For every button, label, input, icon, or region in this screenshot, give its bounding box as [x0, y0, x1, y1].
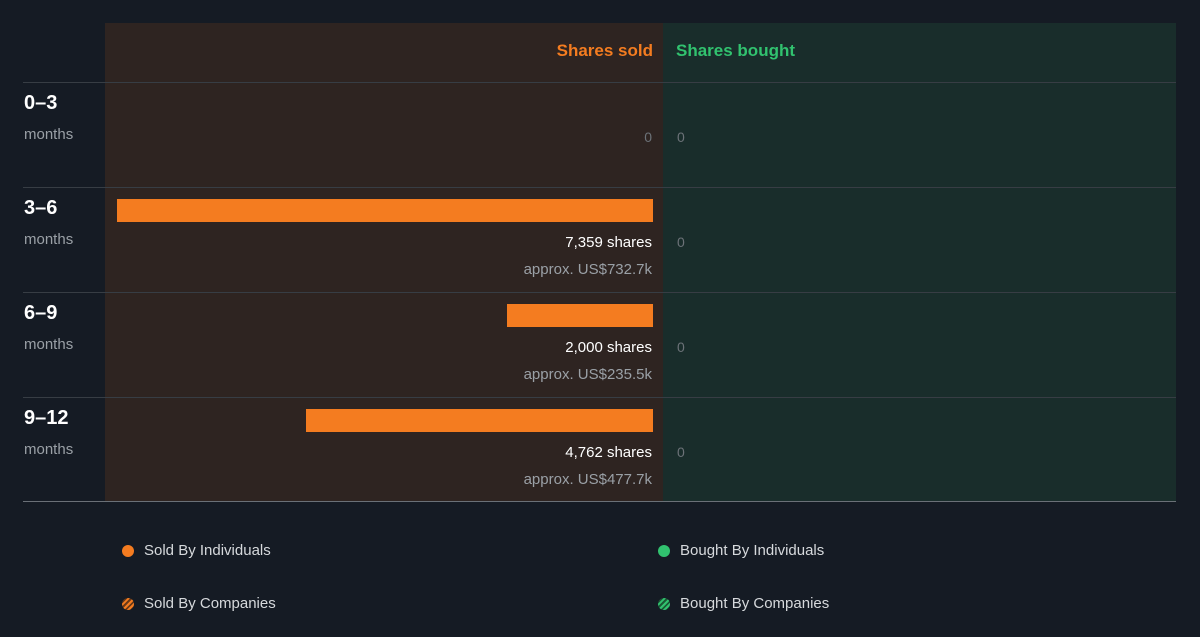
period-label: 3–6: [24, 197, 58, 219]
legend-label: Bought By Individuals: [680, 542, 825, 559]
bought-panel: [663, 23, 1176, 501]
sold-bar: [306, 409, 653, 432]
chart-baseline: [23, 501, 1176, 502]
legend-label: Bought By Companies: [680, 595, 830, 612]
legend-label: Sold By Companies: [144, 595, 276, 612]
row-divider: [23, 187, 1176, 188]
sold-zero-value: 0: [644, 129, 652, 145]
period-unit: months: [24, 231, 74, 248]
sold-bar: [507, 304, 653, 327]
period-unit: months: [24, 441, 74, 458]
legend-bought-individuals[interactable]: Bought By Individuals: [658, 542, 824, 560]
sold-approx-value: approx. US$732.7k: [523, 261, 652, 278]
bought-value: 0: [677, 444, 685, 460]
shares-sold-header: Shares sold: [556, 41, 653, 60]
period-unit: months: [24, 126, 74, 143]
green-striped-dot-icon: [658, 598, 670, 610]
row-divider: [23, 82, 1176, 83]
legend-bought-companies[interactable]: Bought By Companies: [658, 595, 829, 613]
green-dot-icon: [658, 545, 670, 557]
sold-bar: [117, 199, 653, 222]
row-divider: [23, 397, 1176, 398]
period-label: 6–9: [24, 302, 58, 324]
period-label: 0–3: [24, 92, 58, 114]
bought-value: 0: [677, 234, 685, 250]
sold-approx-value: approx. US$235.5k: [523, 366, 652, 383]
sold-shares-value: 7,359 shares: [565, 234, 652, 251]
row-divider: [23, 292, 1176, 293]
shares-bought-header: Shares bought: [676, 41, 796, 60]
sold-shares-value: 2,000 shares: [565, 339, 652, 356]
sold-approx-value: approx. US$477.7k: [523, 471, 652, 488]
period-unit: months: [24, 336, 74, 353]
period-label: 9–12: [24, 407, 69, 429]
bought-value: 0: [677, 129, 685, 145]
orange-dot-icon: [122, 545, 134, 557]
legend-sold-companies[interactable]: Sold By Companies: [122, 595, 276, 613]
orange-striped-dot-icon: [122, 598, 134, 610]
legend-sold-individuals[interactable]: Sold By Individuals: [122, 542, 271, 560]
sold-shares-value: 4,762 shares: [565, 444, 652, 461]
legend-label: Sold By Individuals: [144, 542, 271, 559]
bought-value: 0: [677, 339, 685, 355]
